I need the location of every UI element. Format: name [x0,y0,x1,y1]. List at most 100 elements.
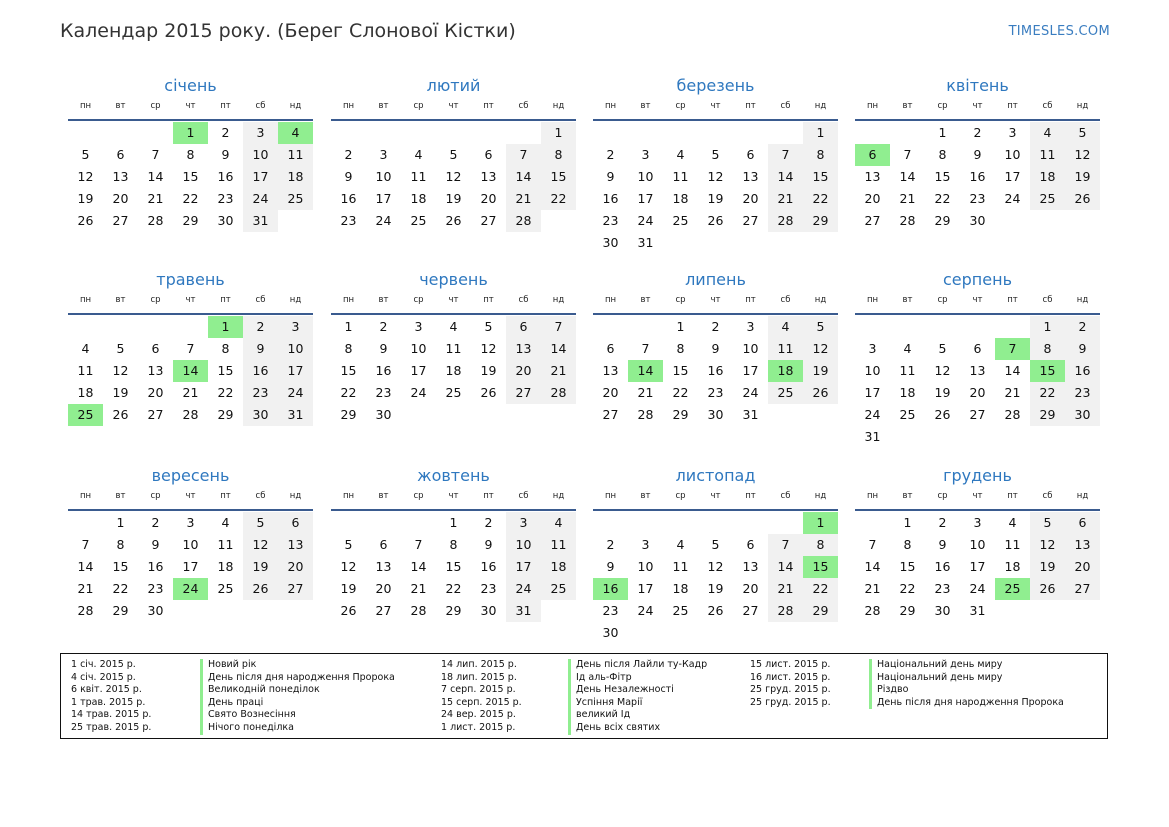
day-cell: 30 [243,404,278,426]
day-cell: 27 [112,213,129,228]
weekday-label: чт [972,491,983,501]
day-cell: 12 [1065,144,1100,166]
brand-link[interactable]: TIMESLES.COM [1008,24,1110,39]
day-cell: 21 [410,581,427,596]
day-cell: 20 [602,385,619,400]
day-cell: 10 [637,169,654,184]
legend-date: 25 трав. 2015 р. [71,721,152,733]
weekday-header: пн вт ср чт пт сб нд [68,101,313,115]
weekday-label: ср [937,101,948,111]
day-cell: 31 [506,600,541,622]
month-9: вересень пн вт ср чт пт сб нд 1 2 3 4 5 6 7 8 9 10 11 12 13 1… [68,465,313,622]
day-cell: 3 [641,537,650,552]
day-cell: 13 [742,169,759,184]
empty-cell [138,316,173,338]
day-cell: 3 [186,515,195,530]
legend-holiday-name: Великодній понеділок [200,684,395,697]
legend-holiday-name: День праці [200,696,395,710]
day-cell: 20 [480,191,497,206]
legend-date: 18 лип. 2015 р. [441,671,517,683]
day-cell: 7 [903,147,912,162]
month-name: грудень [943,466,1012,485]
month-8: серпень пн вт ср чт пт сб нд 1 2 3 4 5 6 7 8 9 10 11 12 13 14… [855,269,1100,448]
day-cell: 23 [243,382,278,404]
day-cell: 16 [480,559,497,574]
day-cell: 18 [1004,559,1021,574]
month-name: липень [685,270,746,289]
day-cell: 17 [1004,169,1021,184]
empty-cell [366,512,401,534]
holiday-day-cell: 7 [995,338,1030,360]
weekday-header: пн вт ср чт пт сб нд [68,491,313,505]
day-cell: 28 [541,382,576,404]
weekday-label: чт [448,295,459,305]
day-cell: 4 [541,512,576,534]
legend-date: 4 січ. 2015 р. [71,671,136,683]
day-cell: 5 [938,341,947,356]
day-cell: 17 [864,385,881,400]
legend-holiday-name: Національний день миру [869,671,1064,685]
day-cell: 13 [147,363,164,378]
weekday-label: вт [902,491,913,501]
day-cell: 8 [116,537,125,552]
day-cell: 2 [243,316,278,338]
day-cell: 16 [243,360,278,382]
weekday-label: чт [710,101,721,111]
weekday-label: вт [902,101,913,111]
day-cell: 23 [602,213,619,228]
day-cell: 11 [410,169,427,184]
day-cell: 24 [375,213,392,228]
day-grid: 1 2 3 4 5 6 7 8 9 10 11 12 13 14 15 16 17 18 19 20 21 22 23 24 2… [68,122,313,232]
empty-cell [331,512,366,534]
day-cell: 7 [81,537,90,552]
day-cell: 26 [707,603,724,618]
weekday-label: ср [413,491,424,501]
weekday-label: сб [255,101,266,111]
month-rule [593,119,838,121]
holiday-day-cell: 15 [1030,360,1065,382]
day-cell: 8 [676,341,685,356]
day-cell: 23 [147,581,164,596]
day-cell: 8 [186,147,195,162]
weekday-header: пн вт ср чт пт сб нд [593,491,838,505]
legend-date: 15 лист. 2015 р. [750,659,831,670]
weekday-label: ср [150,295,161,305]
day-cell: 27 [602,407,619,422]
legend-date: 1 січ. 2015 р. [71,659,136,670]
month-name: січень [164,76,217,95]
day-cell: 18 [410,191,427,206]
day-cell: 29 [112,603,129,618]
day-cell: 9 [606,559,615,574]
month-rule [855,119,1100,121]
day-cell: 19 [1030,556,1065,578]
weekday-label: вт [115,101,126,111]
day-cell: 24 [278,382,313,404]
empty-cell [663,512,698,534]
day-cell: 2 [344,147,353,162]
day-cell: 29 [899,603,916,618]
day-cell: 11 [899,363,916,378]
day-cell: 7 [414,537,423,552]
day-cell: 26 [445,213,462,228]
day-cell: 9 [221,147,230,162]
legend-holiday-name: великий Ід [568,709,707,722]
day-cell: 13 [602,363,619,378]
weekday-label: пт [483,295,494,305]
weekday-label: нд [814,491,827,501]
day-cell: 20 [112,191,129,206]
day-cell: 8 [938,147,947,162]
day-cell: 2 [938,515,947,530]
weekday-label: вт [378,295,389,305]
day-cell: 13 [864,169,881,184]
day-cell: 17 [969,559,986,574]
day-cell: 4 [903,341,912,356]
empty-cell [471,122,506,144]
day-cell: 27 [147,407,164,422]
day-cell: 11 [278,144,313,166]
day-cell: 13 [1065,534,1100,556]
day-cell: 12 [707,559,724,574]
day-cell: 26 [243,578,278,600]
day-cell: 19 [480,363,497,378]
weekday-header: пн вт ср чт пт сб нд [331,491,576,505]
weekday-label: сб [518,491,529,501]
